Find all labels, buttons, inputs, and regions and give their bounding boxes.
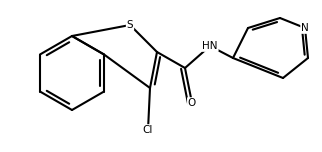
Text: Cl: Cl bbox=[143, 125, 153, 135]
Text: HN: HN bbox=[202, 41, 218, 51]
Text: O: O bbox=[188, 98, 196, 108]
Text: N: N bbox=[301, 23, 309, 33]
Text: S: S bbox=[127, 20, 133, 30]
